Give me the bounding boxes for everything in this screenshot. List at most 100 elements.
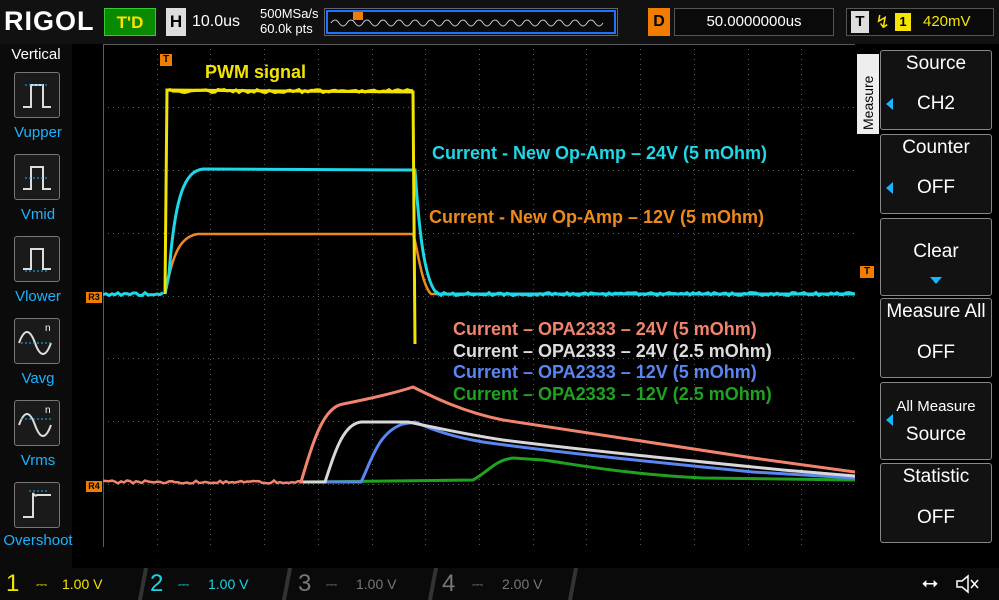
- vertical-title: Vertical: [0, 46, 72, 63]
- channel-separator-icon: [568, 568, 578, 600]
- channel-2-status[interactable]: 2 ⎓ 1.00 V: [140, 568, 280, 600]
- channel-1-number: 1: [6, 568, 19, 600]
- channel-separator-icon: [282, 568, 292, 600]
- measure-menu-tab: Measure: [857, 54, 879, 134]
- delay-badge: D: [648, 8, 670, 36]
- vavg-button[interactable]: n: [14, 318, 60, 364]
- top-status-bar: RIGOL T'D H 10.0us 500MSa/s 60.0k pts D …: [0, 0, 999, 44]
- channel-separator-icon: [428, 568, 438, 600]
- vupper-label: Vupper: [0, 124, 76, 141]
- channel-1-status[interactable]: 1 ⎓ 1.00 V: [0, 568, 138, 600]
- channel-4-scale: 2.00 V: [502, 568, 542, 600]
- channel-2-number: 2: [150, 568, 163, 600]
- vrms-button[interactable]: n: [14, 400, 60, 446]
- trigger-channel: 1: [895, 13, 911, 31]
- memory-depth: 60.0k pts: [260, 21, 319, 36]
- vertical-measure-panel: Vertical Vupper Vmid Vlower n Vavg n Vrm…: [0, 44, 72, 568]
- svg-text:n: n: [45, 323, 51, 334]
- dc-coupling-icon: ⎓: [472, 568, 483, 600]
- channel-separator-icon: [138, 568, 148, 600]
- statistic-title: Statistic: [881, 466, 991, 488]
- measure-tab-label: Measure: [860, 76, 876, 130]
- channel-status-bar: 1 ⎓ 1.00 V 2 ⎓ 1.00 V 3 ⎓ 1.00 V 4 ⎓ 2.0…: [0, 568, 999, 600]
- ref-r4-marker[interactable]: R4: [86, 481, 102, 492]
- trigger-badge: T: [851, 11, 869, 33]
- vrms-label: Vrms: [0, 452, 76, 469]
- channel-3-status[interactable]: 3 ⎓ 1.00 V: [288, 568, 428, 600]
- measure-all-value: OFF: [881, 342, 991, 364]
- new-opamp-12v-label: Current - New Op-Amp – 12V (5 mOhm): [429, 207, 764, 228]
- overshoot-button[interactable]: [14, 482, 60, 528]
- baseline-noise: [103, 481, 301, 484]
- counter-value: OFF: [881, 177, 991, 199]
- memory-overview: [324, 8, 618, 36]
- vupper-button[interactable]: [14, 72, 60, 118]
- vmid-icon: [15, 155, 59, 199]
- scope-grid: [103, 44, 855, 547]
- memory-waveform-icon: [325, 9, 617, 35]
- all-measure-title: All Measure: [881, 398, 991, 415]
- trigger-position-icon: [353, 12, 363, 20]
- channel-4-number: 4: [442, 568, 455, 600]
- statistic-value: OFF: [881, 507, 991, 529]
- vavg-icon: n: [15, 319, 59, 363]
- channel-1-scale: 1.00 V: [62, 568, 102, 600]
- vupper-icon: [15, 73, 59, 117]
- channel-3-number: 3: [298, 568, 311, 600]
- all-measure-source-softkey[interactable]: All Measure Source: [880, 382, 992, 460]
- new-opamp-24v-label: Current - New Op-Amp – 24V (5 mOhm): [432, 143, 767, 164]
- all-measure-source-value: Source: [881, 424, 991, 446]
- vmid-label: Vmid: [0, 206, 76, 223]
- timebase-badge: H: [166, 8, 186, 36]
- statistic-softkey[interactable]: Statistic OFF: [880, 463, 992, 543]
- delay-value[interactable]: 50.0000000us: [674, 8, 834, 36]
- timebase-value[interactable]: 10.0us: [192, 9, 240, 35]
- cyan-trace-baseline: [103, 293, 163, 296]
- waveform-display[interactable]: PWM signal Current - New Op-Amp – 24V (5…: [103, 44, 855, 547]
- opa2333-12v-2p5m-label: Current – OPA2333 – 12V (2.5 mOhm): [453, 384, 772, 405]
- speaker-muted-icon[interactable]: [955, 574, 979, 594]
- measure-all-softkey[interactable]: Measure All OFF: [880, 298, 992, 378]
- counter-title: Counter: [881, 137, 991, 159]
- orange-trace: [165, 234, 855, 294]
- opa2333-12v-5m-label: Current – OPA2333 – 12V (5 mOhm): [453, 362, 757, 383]
- counter-softkey[interactable]: Counter OFF: [880, 134, 992, 214]
- dc-coupling-icon: ⎓: [326, 568, 337, 600]
- channel-3-scale: 1.00 V: [356, 568, 396, 600]
- trigger-time-marker[interactable]: T: [160, 54, 172, 66]
- cyan-trace: [165, 169, 855, 294]
- opa2333-24v-5m-label: Current – OPA2333 – 24V (5 mOhm): [453, 319, 757, 340]
- brand-logo: RIGOL: [4, 6, 95, 37]
- vlower-icon: [15, 237, 59, 281]
- measure-all-title: Measure All: [881, 301, 991, 323]
- vlower-label: Vlower: [0, 288, 76, 305]
- rising-edge-icon: ↯: [875, 11, 890, 33]
- sample-rate: 500MSa/s: [260, 6, 319, 21]
- dc-coupling-icon: ⎓: [36, 568, 47, 600]
- clear-title: Clear: [881, 241, 991, 263]
- channel-2-scale: 1.00 V: [208, 568, 248, 600]
- pwm-signal-label: PWM signal: [205, 62, 306, 83]
- source-title: Source: [881, 53, 991, 75]
- dc-coupling-icon: ⎓: [178, 568, 189, 600]
- trigger-level-marker[interactable]: T: [860, 266, 874, 278]
- overshoot-icon: [15, 483, 59, 527]
- ref-r3-marker[interactable]: R3: [86, 292, 102, 303]
- source-value: CH2: [881, 93, 991, 115]
- overshoot-label: Overshoot: [0, 532, 76, 549]
- usb-icon: ⭤: [922, 572, 938, 595]
- channel-4-status[interactable]: 4 ⎓ 2.00 V: [434, 568, 574, 600]
- opa2333-24v-2p5m-label: Current – OPA2333 – 24V (2.5 mOhm): [453, 341, 772, 362]
- run-state-badge[interactable]: T'D: [104, 8, 156, 36]
- vavg-label: Vavg: [0, 370, 76, 387]
- sampling-info: 500MSa/s 60.0k pts: [260, 6, 319, 36]
- trigger-level: 420mV: [923, 11, 971, 33]
- chevron-down-icon: [930, 277, 942, 284]
- svg-text:n: n: [45, 405, 51, 416]
- vlower-button[interactable]: [14, 236, 60, 282]
- vmid-button[interactable]: [14, 154, 60, 200]
- source-softkey[interactable]: Source CH2: [880, 50, 992, 130]
- clear-softkey[interactable]: Clear: [880, 218, 992, 296]
- trigger-status[interactable]: T ↯ 1 420mV: [846, 8, 994, 36]
- vrms-icon: n: [15, 401, 59, 445]
